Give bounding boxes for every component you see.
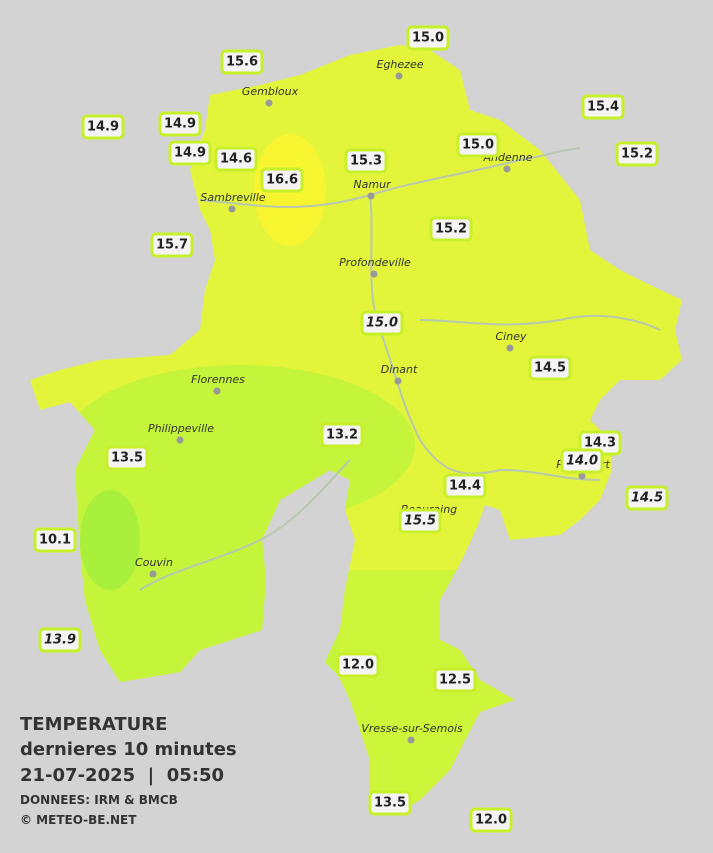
station-box bbox=[336, 652, 380, 678]
station-value: 14.4 bbox=[449, 479, 481, 494]
station-value: 15.0 bbox=[412, 31, 444, 46]
station-value: 15.2 bbox=[435, 222, 467, 237]
city-dot bbox=[506, 344, 514, 352]
city-dot bbox=[395, 72, 403, 80]
station-box bbox=[168, 140, 212, 166]
station-box bbox=[406, 25, 450, 51]
station-value: 13.9 bbox=[44, 633, 76, 648]
station-box bbox=[581, 94, 625, 120]
rivers bbox=[139, 147, 661, 591]
station-value: 15.6 bbox=[226, 55, 258, 70]
station-value: 10.1 bbox=[39, 533, 71, 548]
station-value: 14.9 bbox=[87, 120, 119, 135]
station-value: 15.0 bbox=[462, 138, 494, 153]
station-value: 14.5 bbox=[534, 361, 566, 376]
station-value: 14.6 bbox=[220, 152, 252, 167]
station-value: 14.0 bbox=[566, 454, 598, 469]
city-dot bbox=[394, 377, 402, 385]
station-value: 12.0 bbox=[475, 813, 507, 828]
station-value: 13.2 bbox=[326, 428, 358, 443]
station-box bbox=[81, 114, 125, 140]
station-box bbox=[528, 355, 572, 381]
city-name: Dinant bbox=[381, 363, 418, 376]
city-dot bbox=[370, 270, 378, 278]
station-value: 15.2 bbox=[621, 147, 653, 162]
station-box bbox=[360, 310, 404, 336]
station-box bbox=[615, 141, 659, 167]
city-name: Florennes bbox=[191, 373, 245, 386]
city-dot bbox=[149, 570, 157, 578]
city-name: Vresse-sur-Semois bbox=[361, 722, 463, 735]
station-value: 14.9 bbox=[164, 117, 196, 132]
city-dot bbox=[176, 436, 184, 444]
station-value: 15.5 bbox=[404, 514, 436, 529]
city-dot bbox=[228, 205, 236, 213]
station-value: 14.9 bbox=[174, 146, 206, 161]
station-value: 13.5 bbox=[111, 451, 143, 466]
city-name: Eghezee bbox=[377, 58, 424, 71]
city-name: Gembloux bbox=[242, 85, 299, 98]
station-value: 16.6 bbox=[266, 173, 298, 188]
city-dot bbox=[407, 736, 415, 744]
station-value: 15.4 bbox=[587, 100, 619, 115]
legend-datetime: 21-07-2025 | 05:50 bbox=[20, 765, 224, 786]
city-name: Ciney bbox=[496, 330, 527, 343]
station-box bbox=[150, 232, 194, 258]
station-value: 14.3 bbox=[584, 436, 616, 451]
station-box bbox=[158, 111, 202, 137]
station-box bbox=[433, 667, 477, 693]
station-value: 12.5 bbox=[439, 673, 471, 688]
station-box bbox=[220, 49, 264, 75]
legend-subtitle: dernieres 10 minutes bbox=[20, 739, 237, 760]
station-box bbox=[560, 448, 604, 474]
city-dot bbox=[213, 387, 221, 395]
city-name: Profondeville bbox=[339, 256, 411, 269]
station-box bbox=[214, 146, 258, 172]
station-box bbox=[38, 627, 82, 653]
legend-credit: © METEO-BE.NET bbox=[20, 813, 137, 827]
station-box bbox=[429, 216, 473, 242]
station-box bbox=[443, 473, 487, 499]
station-value: 13.5 bbox=[374, 796, 406, 811]
station-box bbox=[260, 167, 304, 193]
station-value: 15.7 bbox=[156, 238, 188, 253]
city-dot bbox=[578, 472, 586, 480]
station-value: 12.0 bbox=[342, 658, 374, 673]
station-box bbox=[33, 527, 77, 553]
city-name: Couvin bbox=[135, 556, 173, 569]
station-value: 15.3 bbox=[350, 154, 382, 169]
station-box bbox=[469, 807, 513, 833]
city-dot bbox=[503, 165, 511, 173]
station-value: 14.5 bbox=[631, 491, 663, 506]
station-box bbox=[344, 148, 388, 174]
station-box bbox=[320, 422, 364, 448]
station-box bbox=[398, 508, 442, 534]
zone-cold bbox=[80, 490, 140, 590]
legend-source: DONNEES: IRM & BMCB bbox=[20, 793, 178, 807]
city-name: Philippeville bbox=[148, 422, 214, 435]
city-dot bbox=[265, 99, 273, 107]
legend-title: TEMPERATURE bbox=[20, 714, 167, 735]
station-value: 15.0 bbox=[366, 316, 398, 331]
station-box bbox=[625, 485, 669, 511]
station-box bbox=[368, 790, 412, 816]
station-box bbox=[456, 132, 500, 158]
station-box bbox=[105, 445, 149, 471]
city-dot bbox=[367, 192, 375, 200]
city-name: Sambreville bbox=[200, 191, 265, 204]
city-name: Namur bbox=[353, 178, 392, 191]
